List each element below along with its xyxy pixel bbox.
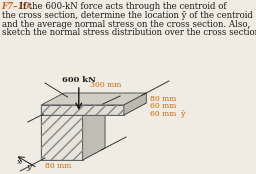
Text: F7–10.: F7–10. xyxy=(2,2,33,11)
Text: ȳ: ȳ xyxy=(26,163,31,171)
Text: the cross section, determine the location ȳ of the centroid: the cross section, determine the locatio… xyxy=(2,11,252,20)
Polygon shape xyxy=(41,148,105,160)
Text: and the average normal stress on the cross section. Also,: and the average normal stress on the cro… xyxy=(2,20,250,29)
Text: 300 mm: 300 mm xyxy=(90,81,121,89)
Text: 80 mm: 80 mm xyxy=(150,95,176,103)
Polygon shape xyxy=(124,93,146,115)
Polygon shape xyxy=(82,103,105,160)
Polygon shape xyxy=(41,103,64,160)
Text: sketch the normal stress distribution over the cross section.: sketch the normal stress distribution ov… xyxy=(2,28,256,37)
Text: 600 kN: 600 kN xyxy=(62,76,96,84)
Polygon shape xyxy=(41,105,124,115)
Polygon shape xyxy=(41,103,146,115)
Text: x: x xyxy=(17,158,22,166)
Text: 80 mm: 80 mm xyxy=(45,162,71,170)
Text: If the 600-kN force acts through the centroid of: If the 600-kN force acts through the cen… xyxy=(14,2,226,11)
Polygon shape xyxy=(41,103,105,115)
Polygon shape xyxy=(41,93,146,105)
Polygon shape xyxy=(41,115,82,160)
Text: 60 mm: 60 mm xyxy=(150,102,176,110)
Text: 60 mm  ȳ: 60 mm ȳ xyxy=(150,110,185,118)
